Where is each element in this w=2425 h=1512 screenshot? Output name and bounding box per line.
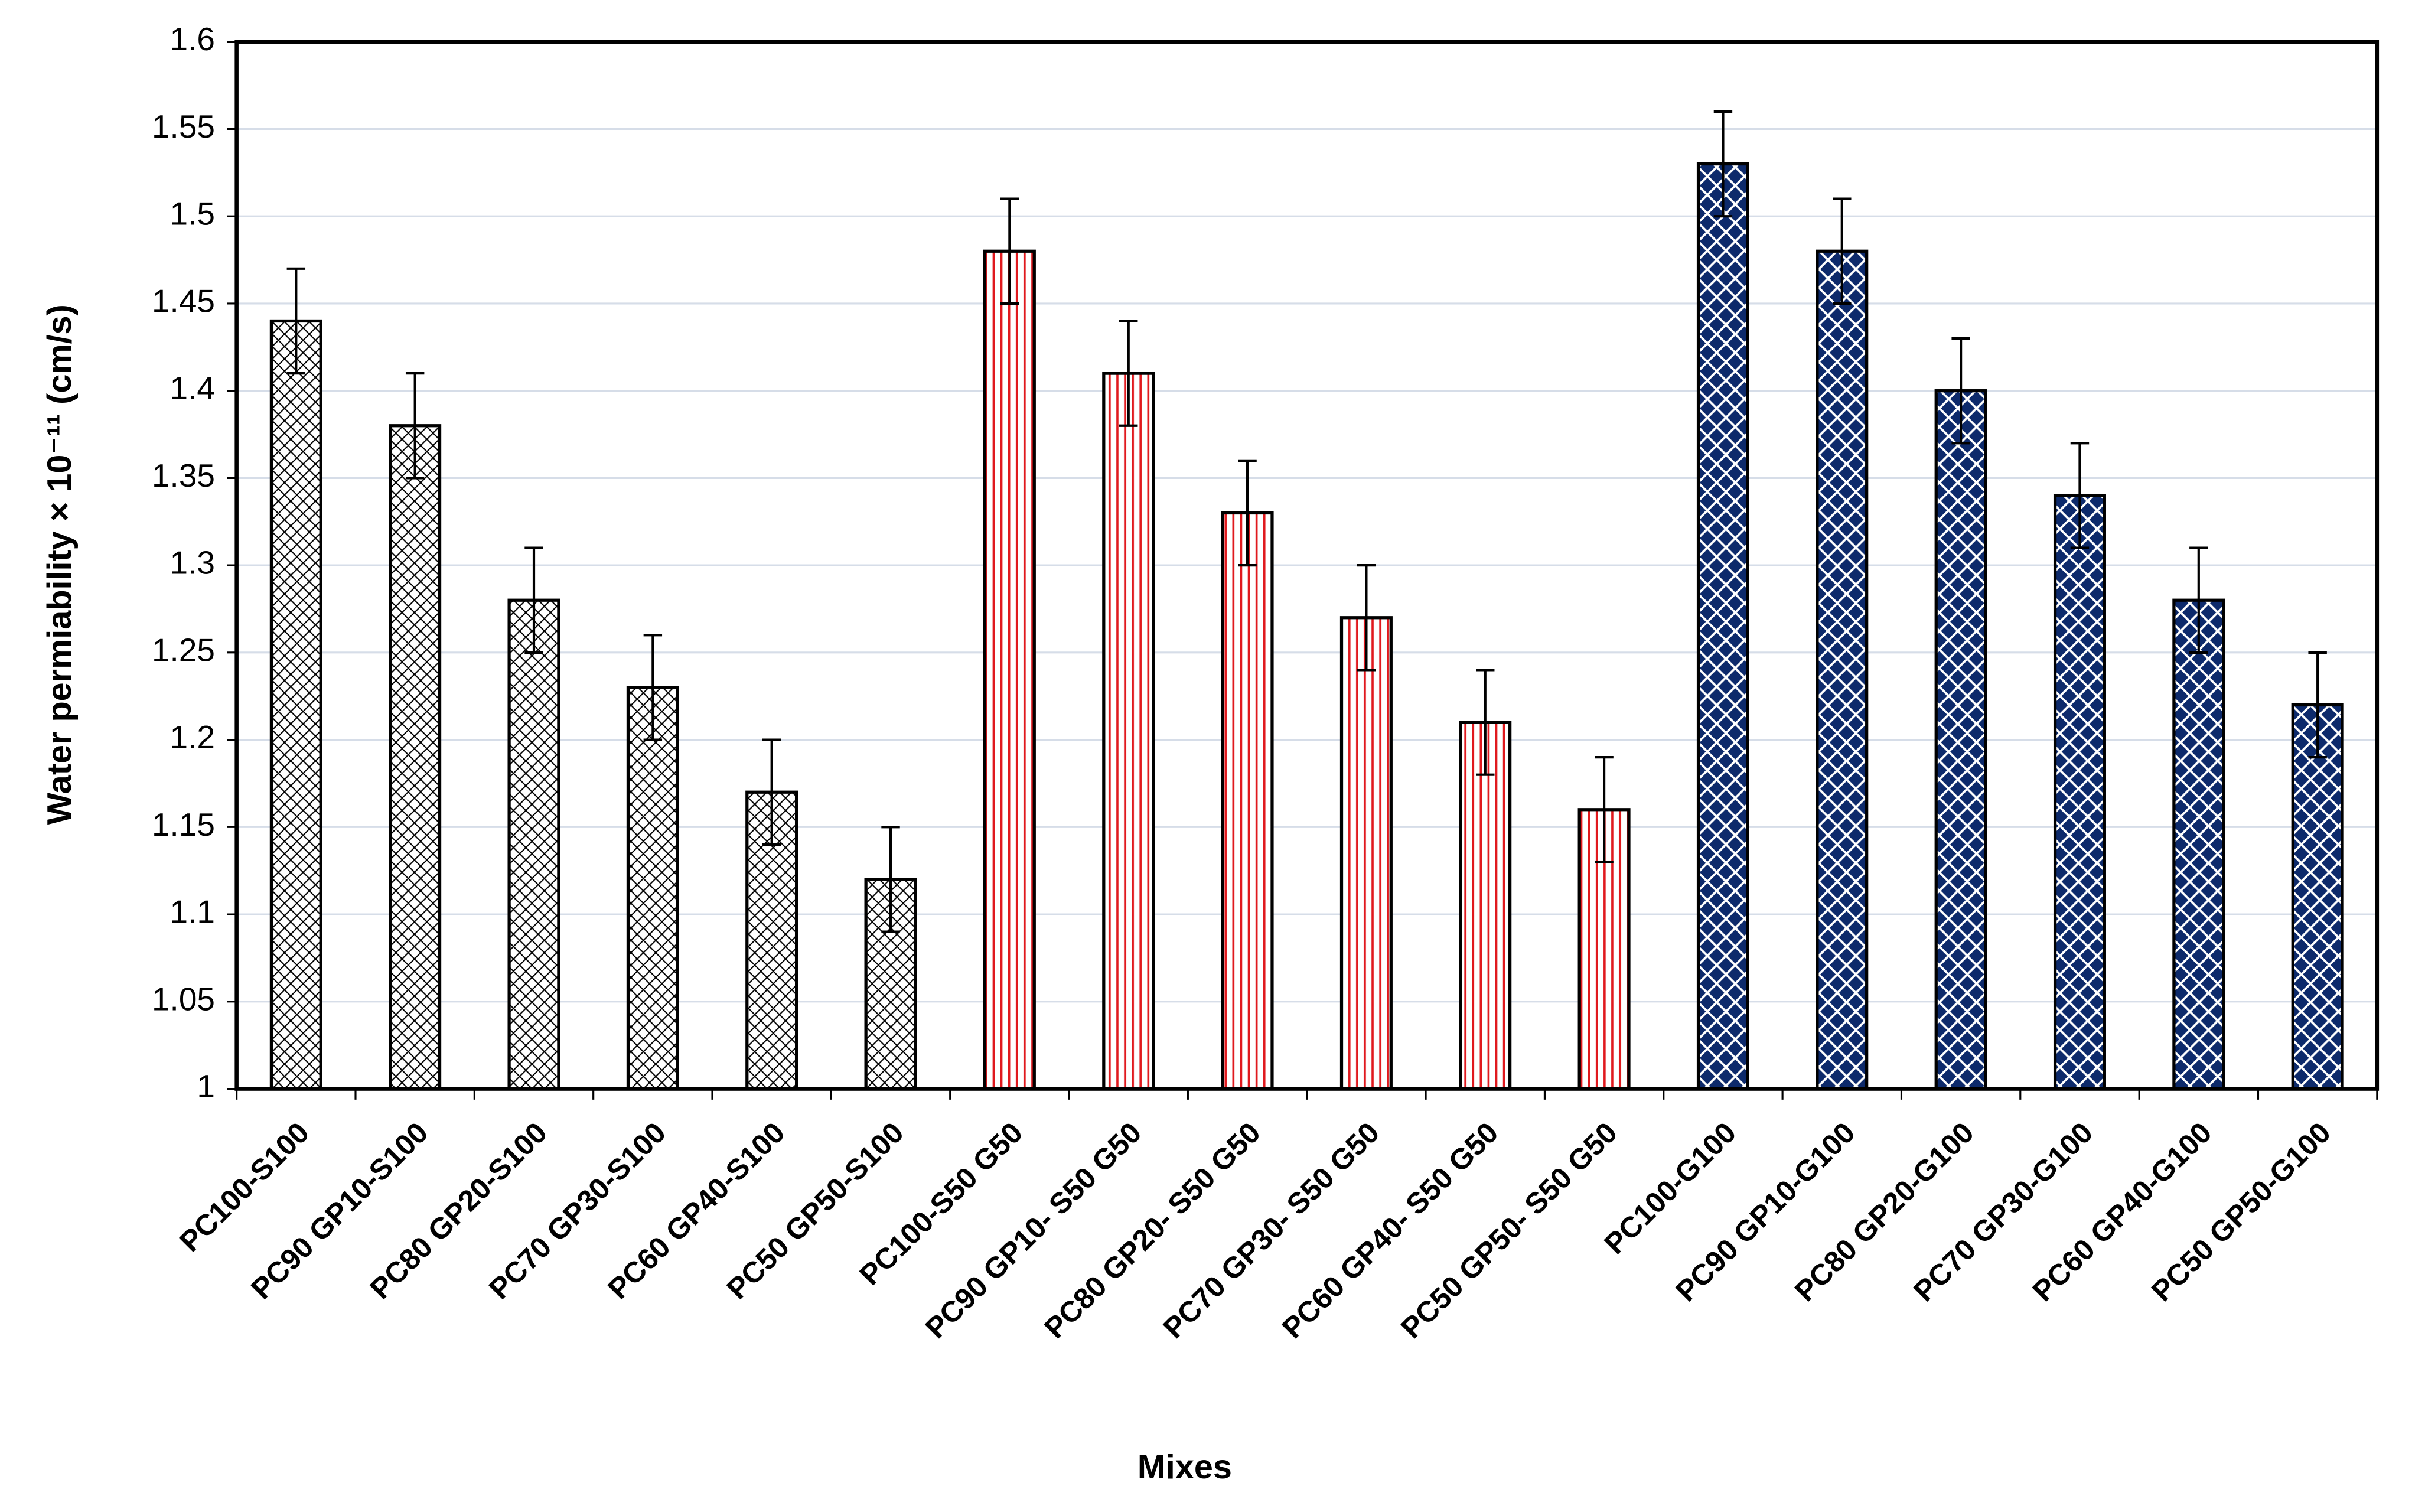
y-tick-label: 1.45 xyxy=(152,282,215,319)
bar xyxy=(1459,721,1512,1091)
bar xyxy=(1221,511,1274,1091)
error-bar xyxy=(1833,197,1852,305)
bar xyxy=(389,424,442,1091)
y-tick-label: 1.05 xyxy=(152,980,215,1017)
error-bar xyxy=(1713,110,1733,218)
bar xyxy=(1102,372,1155,1091)
bar xyxy=(2291,703,2344,1091)
error-bar xyxy=(1951,337,1970,445)
bar xyxy=(1339,616,1393,1091)
error-bar xyxy=(2189,546,2208,654)
y-tick-label: 1.15 xyxy=(152,806,215,843)
bar xyxy=(1696,162,1749,1091)
error-bar xyxy=(1476,669,1495,776)
y-tick-label: 1.1 xyxy=(170,894,215,930)
y-tick-label: 1.6 xyxy=(170,21,215,57)
y-tick-label: 1.35 xyxy=(152,457,215,494)
bar xyxy=(1816,249,1869,1091)
error-bar xyxy=(1119,320,1138,427)
error-bar xyxy=(524,546,543,654)
y-tick-label: 1.4 xyxy=(170,370,215,406)
bar xyxy=(2053,494,2106,1091)
error-bar xyxy=(2308,651,2327,759)
bar xyxy=(507,598,560,1091)
y-tick-label: 1.3 xyxy=(170,545,215,581)
y-tick-label: 1.25 xyxy=(152,631,215,668)
error-bar xyxy=(1595,756,1614,863)
error-bar xyxy=(643,634,663,741)
error-bar xyxy=(1238,459,1257,567)
y-tick-label: 1.5 xyxy=(170,195,215,232)
x-axis-title: Mixes xyxy=(1137,1448,1232,1486)
bar xyxy=(269,319,322,1091)
y-tick-label: 1.55 xyxy=(152,108,215,145)
y-tick-label: 1.2 xyxy=(170,719,215,755)
error-bar xyxy=(405,372,425,480)
y-tick-label: 1 xyxy=(197,1068,215,1104)
bar xyxy=(1934,389,1987,1091)
grid xyxy=(227,41,2378,1100)
marks xyxy=(269,110,2344,1091)
error-bar xyxy=(1000,197,1019,305)
bar xyxy=(2172,598,2225,1091)
error-bar xyxy=(1357,564,1376,672)
error-bar xyxy=(762,738,781,846)
error-bar xyxy=(286,267,306,375)
bar xyxy=(626,686,679,1091)
bar xyxy=(983,249,1036,1091)
error-bar xyxy=(2070,442,2090,549)
error-bar xyxy=(881,826,900,933)
plot-frame xyxy=(234,40,2380,1091)
y-axis-title: Water permiability × 10⁻¹¹ (cm/s) xyxy=(41,304,79,825)
